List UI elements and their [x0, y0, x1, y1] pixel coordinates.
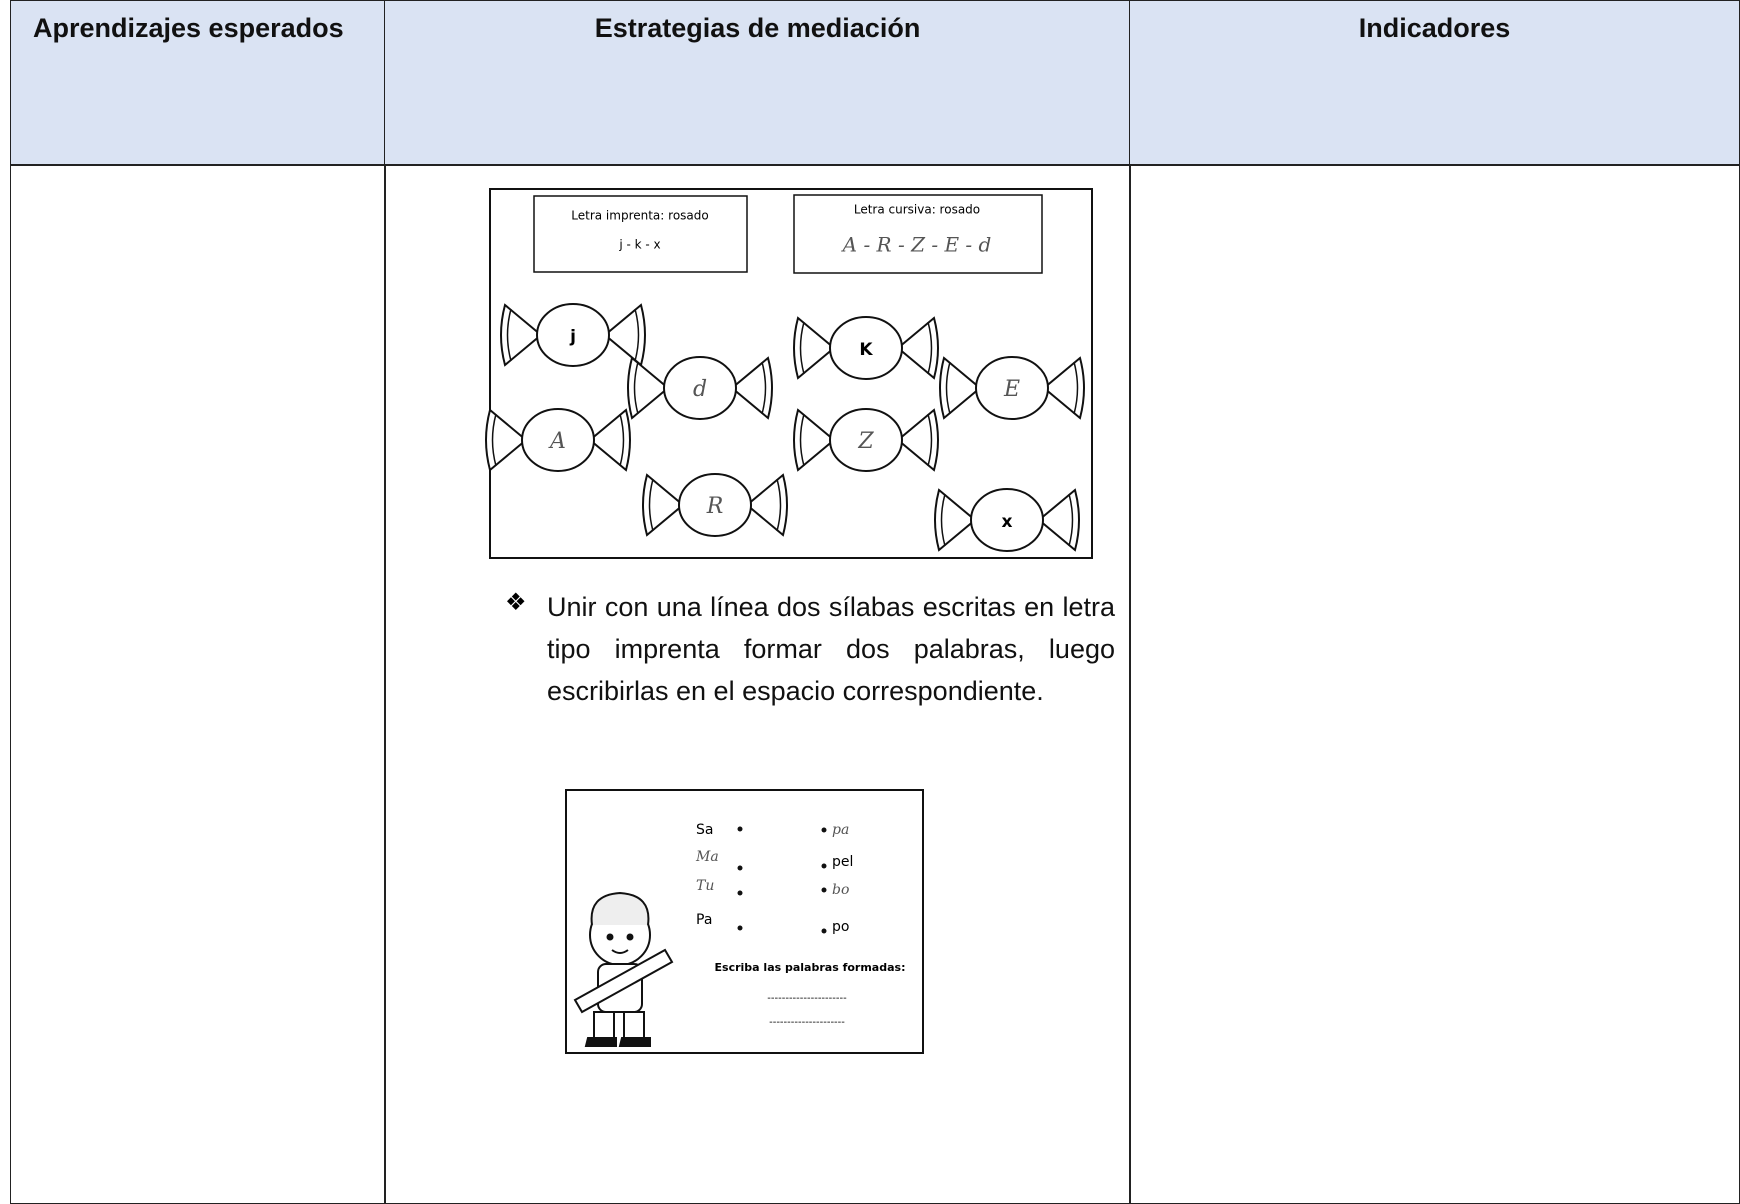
header-cell: Aprendizajes esperados — [10, 0, 386, 166]
candy-wing — [627, 356, 670, 420]
box-title: Letra cursiva: rosado — [854, 203, 980, 217]
candy-body — [663, 356, 737, 420]
candy-letter: x — [1002, 512, 1013, 532]
candy-wing — [896, 316, 939, 380]
match-dot — [821, 887, 827, 893]
header-cell: Indicadores — [1129, 0, 1740, 166]
candy-wing — [793, 408, 836, 472]
candy-letter: j — [569, 327, 576, 347]
candy-wing — [1042, 356, 1085, 420]
candy: E — [939, 356, 1085, 420]
candy-wing-edge — [799, 321, 933, 375]
syllable: Pa — [696, 912, 712, 928]
candy-wing-edge — [633, 361, 767, 415]
candy-wing — [1037, 488, 1080, 552]
match-dot — [821, 827, 827, 833]
syllable: Sa — [696, 822, 713, 838]
candy-letter: R — [706, 494, 724, 519]
match-dot — [737, 890, 743, 896]
header-cell: Estrategias de mediación — [384, 0, 1131, 166]
info-box — [533, 195, 748, 273]
prompt: Escriba las palabras formadas: — [715, 961, 906, 974]
candy-wing — [793, 316, 836, 380]
candy-wing — [588, 408, 631, 472]
candy-body — [536, 303, 610, 367]
candy: R — [642, 473, 788, 537]
candy-wing-edge — [945, 361, 1079, 415]
header-text: Estrategias de mediación — [594, 13, 921, 43]
candy-wing — [896, 408, 939, 472]
candy-wing — [500, 303, 543, 367]
match-dot — [737, 925, 743, 931]
match-dot — [821, 863, 827, 869]
candy-body — [521, 408, 595, 472]
candy-letter: K — [859, 340, 873, 360]
syllable: pa — [832, 822, 849, 838]
header-text: Indicadores — [1358, 13, 1511, 43]
candy-wing-edge — [799, 413, 933, 467]
header-text: Aprendizajes esperados — [33, 13, 344, 43]
answer-line: ---------------------- — [767, 993, 847, 1004]
syllable: pel — [832, 854, 853, 870]
bullet-icon: ❖ — [505, 589, 527, 616]
candy: Z — [793, 408, 939, 472]
candy-body — [829, 316, 903, 380]
answer-line: --------------------- — [769, 1017, 845, 1028]
candy: x — [934, 488, 1080, 552]
match-dot — [737, 826, 743, 832]
candy-wing-edge — [491, 413, 625, 467]
candy: K — [793, 316, 939, 380]
candy-wing — [745, 473, 788, 537]
candy-wing — [939, 356, 982, 420]
candy-letter: d — [693, 377, 707, 402]
candy-body — [829, 408, 903, 472]
candy-wing — [730, 356, 773, 420]
bullet-text: Unir con una línea dos sílabas escritas … — [547, 592, 1115, 706]
boy-illustration — [573, 891, 674, 1047]
info-box — [793, 194, 1043, 274]
syllable: po — [832, 919, 849, 935]
candy-wing — [642, 473, 685, 537]
candy-wing-edge — [940, 493, 1074, 547]
syllable: bo — [832, 882, 849, 898]
match-dot — [821, 928, 827, 934]
candy: j — [500, 303, 646, 367]
candy-letter: A — [548, 429, 566, 454]
box-letters: A - R - Z - E - d — [841, 233, 992, 257]
syllable: Ma — [695, 849, 719, 865]
candy: A — [485, 408, 631, 472]
candy-body — [975, 356, 1049, 420]
candy-wing-edge — [648, 478, 782, 532]
candy-wing — [934, 488, 977, 552]
candy-body — [678, 473, 752, 537]
box-title: Letra imprenta: rosado — [571, 209, 708, 223]
syllable: Tu — [696, 878, 714, 894]
candy-wing — [485, 408, 528, 472]
box-letters: j - k - x — [618, 238, 660, 252]
candy-wing-edge — [506, 308, 640, 362]
candy-body — [970, 488, 1044, 552]
candy: d — [627, 356, 773, 420]
candy-letter: E — [1003, 377, 1020, 402]
candy-letter: Z — [857, 429, 874, 454]
match-dot — [737, 865, 743, 871]
